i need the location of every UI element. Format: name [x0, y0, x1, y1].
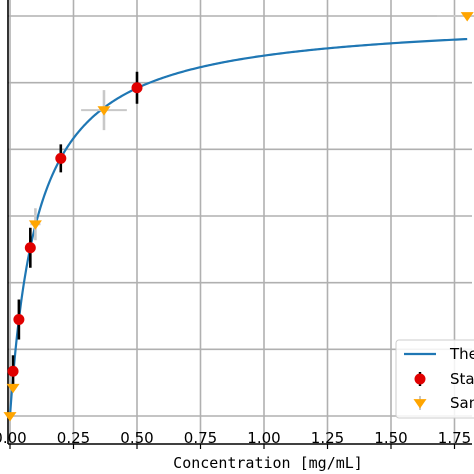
- sample-point: [6, 383, 20, 394]
- sample-point: [460, 12, 474, 22]
- points-layer: [3, 12, 474, 422]
- sample-point: [97, 106, 111, 116]
- theory-curve: [8, 37, 468, 417]
- legend-label: The: [449, 345, 474, 363]
- standard-point: [55, 152, 67, 164]
- x-tick-label: 1.50: [374, 429, 407, 447]
- x-tick-labels: 0.00 0.25 0.50 0.75 1.00 1.25 1.50 1.75: [0, 429, 471, 449]
- standard-point: [131, 82, 143, 94]
- standard-point: [7, 365, 19, 377]
- x-tick-label: 0.00: [0, 429, 27, 447]
- x-tick-label: 0.50: [120, 429, 153, 447]
- standard-point: [24, 242, 36, 254]
- x-tick-label: 0.75: [184, 429, 217, 447]
- x-tick-label: 1.00: [247, 429, 280, 447]
- x-tick-label: 1.75: [438, 429, 471, 447]
- legend-label: Sam: [450, 394, 474, 412]
- sample-point: [3, 412, 17, 422]
- x-tick-label: 1.25: [311, 429, 344, 447]
- grid-lines: [8, 0, 472, 444]
- legend-box: [395, 339, 474, 419]
- legend-triangle-swatch: [413, 399, 427, 409]
- x-tick-label: 0.25: [57, 429, 90, 447]
- x-axis-label: Concentration [mg/mL]: [173, 454, 363, 472]
- legend: The Sta Sam: [395, 339, 474, 419]
- standard-point: [13, 314, 25, 326]
- curve-layer: [8, 37, 468, 417]
- legend-label: Sta: [450, 370, 474, 388]
- legend-circle-swatch: [414, 373, 426, 385]
- sample-point: [28, 220, 42, 230]
